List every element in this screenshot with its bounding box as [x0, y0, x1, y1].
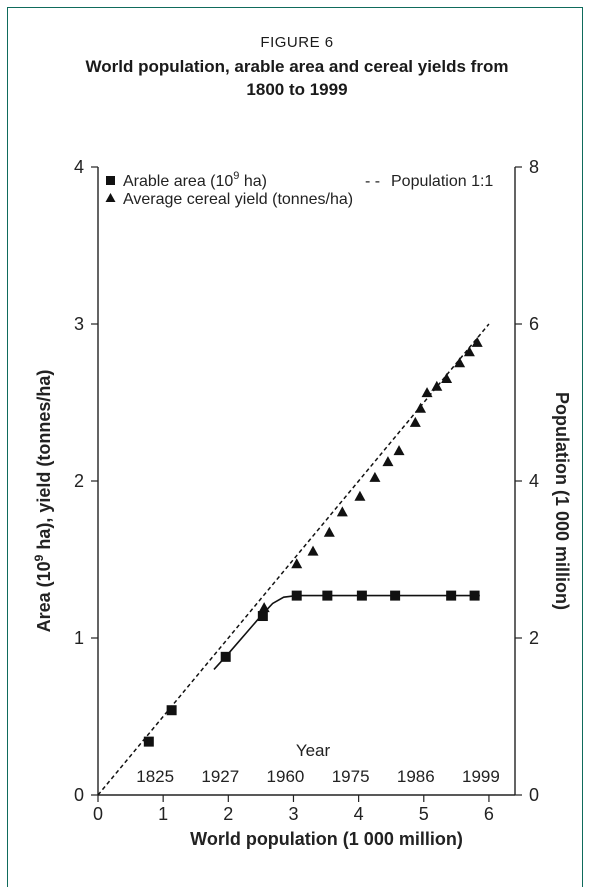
year-label: 1825: [136, 767, 174, 786]
cereal-yield-point: [471, 336, 483, 347]
figure-title: World population, arable area and cereal…: [0, 55, 594, 101]
cereal-yield-point: [382, 456, 394, 467]
arable-area-fit-curve: [213, 594, 480, 670]
x-tick-label: 3: [288, 804, 298, 824]
cereal-yield-point: [454, 357, 466, 368]
y-tick-label: 1: [74, 628, 84, 648]
legend-yield-marker: [105, 193, 116, 202]
figure-title-line-2: 1800 to 1999: [246, 80, 348, 99]
cereal-yield-point: [393, 445, 405, 456]
arable-area-point: [356, 590, 367, 601]
x-tick-label: 4: [354, 804, 364, 824]
figure-heading: FIGURE 6 World population, arable area a…: [0, 34, 594, 101]
y-tick-label: 3: [74, 314, 84, 334]
figure-frame: [7, 7, 583, 887]
y2-tick-label: 0: [529, 785, 539, 805]
y-tick-label: 0: [74, 785, 84, 805]
year-label: 1927: [201, 767, 239, 786]
legend-population-marker: - -: [365, 173, 380, 190]
year-label: 1975: [332, 767, 370, 786]
arable-area-point: [257, 611, 268, 622]
legend-population-label: Population 1:1: [391, 173, 493, 190]
cereal-yield-point: [409, 416, 421, 427]
year-label: 1986: [397, 767, 435, 786]
arable-area-point: [166, 705, 177, 716]
arable-area-point: [469, 590, 480, 601]
x-axis-title: World population (1 000 million): [190, 829, 463, 849]
year-axis-title: Year: [296, 741, 331, 760]
chart-axes: 0 1 2 3 4 5 6 0 1 2 3 4 0 2 4 6 8 World population (1 000…: [32, 157, 572, 849]
x-tick-label: 5: [419, 804, 429, 824]
legend-arable-marker: [106, 176, 115, 185]
y2-axis-title: Population (1 000 million): [552, 392, 572, 610]
cereal-yield-point: [307, 545, 319, 556]
arable-area-point: [143, 736, 154, 747]
y2-tick-label: 2: [529, 628, 539, 648]
y-tick-label: 2: [74, 471, 84, 491]
cereal-yield-point: [431, 380, 443, 391]
cereal-yield-point: [369, 471, 381, 482]
x-tick-label: 1: [158, 804, 168, 824]
arable-area-point: [322, 590, 333, 601]
y2-tick-label: 8: [529, 157, 539, 177]
cereal-yield-point: [354, 490, 366, 501]
legend-arable-label: Arable area (109 ha): [123, 170, 267, 190]
year-label: 1999: [462, 767, 500, 786]
y2-tick-label: 4: [529, 471, 539, 491]
arable-area-point: [446, 590, 457, 601]
x-tick-label: 0: [93, 804, 103, 824]
arable-area-point: [291, 590, 302, 601]
x-tick-label: 2: [223, 804, 233, 824]
x-tick-label: 6: [484, 804, 494, 824]
y-axis-title: Area (109 ha), yield (tonnes/ha): [32, 370, 54, 633]
figure-title-line-1: World population, arable area and cereal…: [85, 57, 509, 76]
cereal-yield-point: [336, 506, 348, 517]
cereal-yield-point: [258, 602, 270, 613]
legend-yield-label: Average cereal yield (tonnes/ha): [123, 191, 353, 208]
y2-tick-label: 6: [529, 314, 539, 334]
cereal-yield-point: [291, 558, 303, 569]
cereal-yield-point: [323, 526, 335, 537]
cereal-yield-point: [421, 387, 433, 398]
figure-label: FIGURE 6: [260, 34, 334, 51]
y-tick-label: 4: [74, 157, 84, 177]
arable-area-point: [390, 590, 401, 601]
chart-marks: [143, 336, 483, 747]
chart-legend: Arable area (109 ha)Average cereal yield…: [105, 170, 493, 208]
year-label: 1960: [267, 767, 305, 786]
arable-area-point: [220, 651, 231, 662]
cereal-yield-point: [441, 372, 453, 383]
cereal-yield-point: [415, 402, 427, 413]
cereal-yield-point: [463, 346, 475, 357]
